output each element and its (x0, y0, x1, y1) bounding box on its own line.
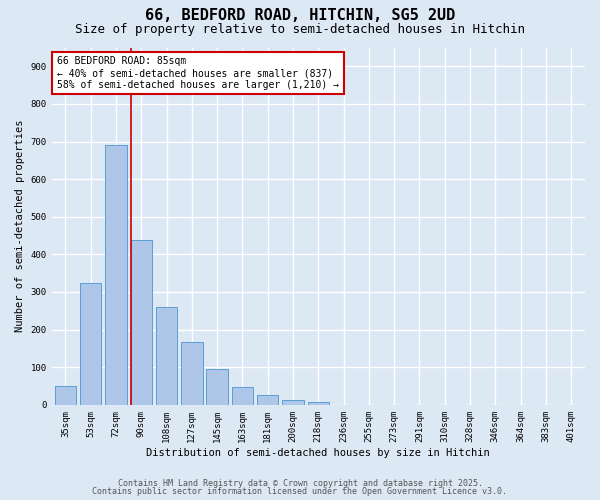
Bar (80, 284, 101, 405)
Bar (55, 386, 76, 405)
Y-axis label: Number of semi-detached properties: Number of semi-detached properties (15, 120, 25, 332)
Text: Size of property relative to semi-detached houses in Hitchin: Size of property relative to semi-detach… (75, 22, 525, 36)
Text: Contains public sector information licensed under the Open Government Licence v3: Contains public sector information licen… (92, 487, 508, 496)
Bar (282, 400, 304, 405)
Bar (156, 307, 178, 405)
Bar (308, 402, 329, 405)
Bar (131, 240, 152, 405)
Bar (206, 369, 228, 405)
Text: Contains HM Land Registry data © Crown copyright and database right 2025.: Contains HM Land Registry data © Crown c… (118, 478, 482, 488)
Bar (181, 342, 203, 405)
Bar (105, 146, 127, 405)
Text: 66, BEDFORD ROAD, HITCHIN, SG5 2UD: 66, BEDFORD ROAD, HITCHIN, SG5 2UD (145, 8, 455, 22)
Bar (232, 387, 253, 405)
Text: 66 BEDFORD ROAD: 85sqm
← 40% of semi-detached houses are smaller (837)
58% of se: 66 BEDFORD ROAD: 85sqm ← 40% of semi-det… (57, 56, 339, 90)
Bar (257, 395, 278, 405)
X-axis label: Distribution of semi-detached houses by size in Hitchin: Distribution of semi-detached houses by … (146, 448, 490, 458)
